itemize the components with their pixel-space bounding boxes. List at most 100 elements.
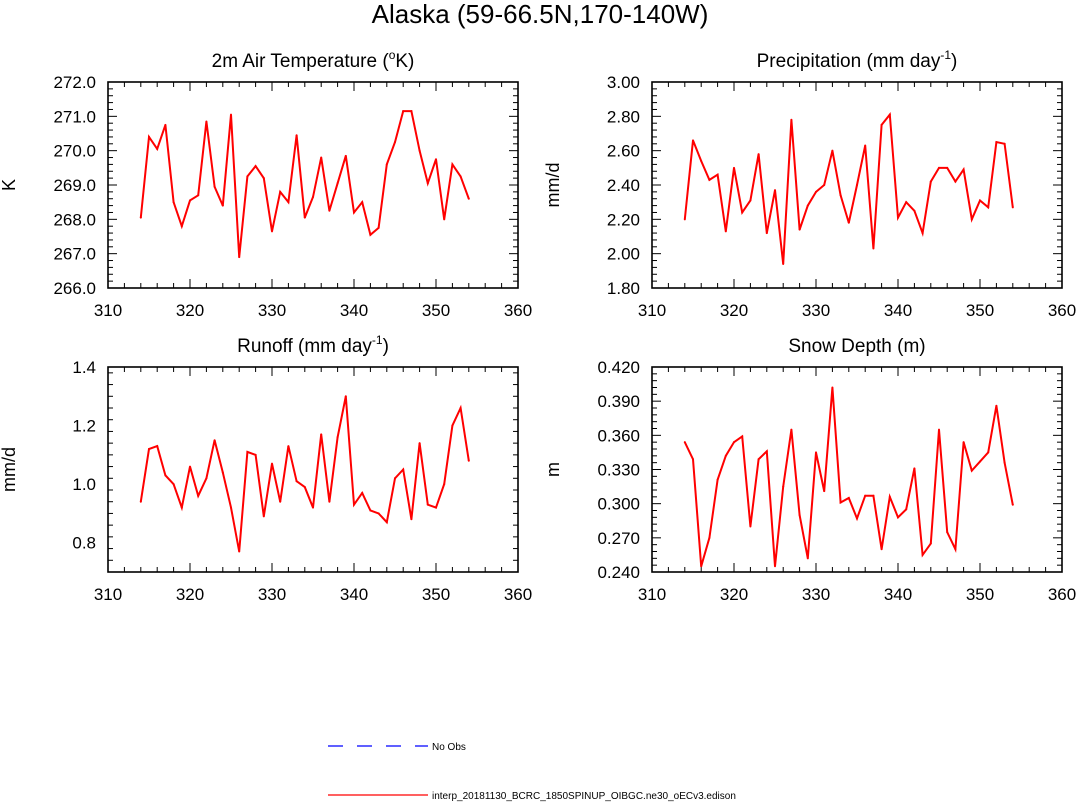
- snow-depth-ytick-label: 0.300: [597, 495, 640, 514]
- snow-depth-series-line: [683, 387, 1014, 567]
- precipitation-ytick-label: 2.20: [607, 210, 640, 229]
- runoff-data-point: [205, 477, 208, 480]
- precipitation-data-point: [897, 216, 899, 219]
- precipitation-data-point: [749, 199, 752, 202]
- temperature-data-point: [451, 163, 454, 166]
- snow-depth-data-point: [839, 501, 842, 504]
- snow-depth-data-point: [864, 494, 867, 497]
- snow-depth-data-point: [741, 435, 744, 438]
- temperature-data-point: [189, 199, 191, 202]
- temperature-ytick-label: 272.0: [53, 73, 96, 92]
- temperature-data-point: [402, 110, 405, 113]
- runoff-data-point: [172, 483, 175, 486]
- runoff-ylabel: mm/d: [0, 447, 19, 492]
- snow-depth-title-main: Snow Depth (m): [788, 336, 925, 357]
- snow-depth-ytick-label: 0.390: [597, 392, 640, 411]
- runoff-data-point: [246, 450, 249, 453]
- precipitation-data-point: [921, 232, 924, 235]
- snow-depth-panel: 310 320 330 340 350 360 0.240 0.270 0.300 0.330 0.…: [543, 336, 1076, 604]
- temperature-data-point: [369, 233, 372, 236]
- runoff-title-main: Runoff (mm day: [237, 336, 372, 357]
- snow-depth-data-point: [987, 451, 990, 454]
- runoff-xtick-label: 310: [94, 585, 122, 604]
- runoff-data-point: [426, 503, 429, 506]
- runoff-data-point: [287, 445, 290, 448]
- temperature-data-point: [271, 230, 273, 233]
- temperature-data-point: [148, 135, 150, 138]
- runoff-data-point: [197, 494, 200, 497]
- precipitation-title-main: Precipitation (mm day: [757, 51, 941, 72]
- temperature-data-point: [459, 175, 462, 178]
- precipitation-data-point: [700, 159, 703, 162]
- runoff-data-point: [328, 500, 331, 503]
- precipitation-data-point: [880, 123, 883, 126]
- runoff-ytick-label: 0.8: [72, 534, 96, 553]
- figure-title: Alaska (59-66.5N,170-140W): [372, 0, 709, 29]
- precipitation-panel: 310 320 330 340 350 360 1.80 2.00 2.20 2.40 2.60 2.…: [543, 48, 1076, 320]
- snow-depth-data-point: [872, 494, 875, 497]
- runoff-title-superscript: -1: [372, 333, 383, 347]
- legend-label: interp_20181130_BCRC_1850SPINUP_OIBGC.ne…: [432, 791, 736, 802]
- snow-depth-xtick-label: 350: [966, 585, 994, 604]
- temperature-data-point: [197, 194, 200, 197]
- snow-depth-data-point: [683, 441, 686, 444]
- precipitation-data-point: [692, 139, 694, 142]
- runoff-data-point: [189, 465, 191, 468]
- precipitation-data-point: [815, 190, 817, 193]
- snow-depth-data-point: [938, 428, 940, 431]
- snow-depth-data-point: [1011, 503, 1014, 506]
- runoff-ytick-label: 1.4: [72, 358, 96, 377]
- precipitation-data-point: [946, 166, 949, 169]
- precipitation-data-point: [774, 189, 776, 192]
- snow-depth-data-point: [880, 548, 883, 551]
- runoff-xtick-label: 330: [258, 585, 286, 604]
- runoff-data-point: [467, 459, 470, 462]
- snow-depth-xtick-label: 320: [720, 585, 748, 604]
- precipitation-data-point: [856, 184, 858, 186]
- temperature-data-point: [385, 163, 388, 166]
- snow-depth-data-point: [790, 428, 793, 431]
- snow-depth-data-point: [815, 451, 817, 454]
- snow-depth-data-point: [708, 536, 711, 539]
- precipitation-data-point: [708, 178, 711, 181]
- runoff-title-tail: ): [383, 336, 389, 357]
- temperature-data-point: [312, 196, 314, 199]
- runoff-data-point: [361, 491, 364, 494]
- runoff-data-point: [443, 483, 446, 486]
- precipitation-series-line: [683, 112, 1014, 265]
- precipitation-xtick-label: 340: [884, 301, 912, 320]
- snow-depth-ytick-label: 0.420: [597, 358, 640, 377]
- temperature-data-point: [361, 201, 364, 204]
- temperature-ytick-label: 268.0: [53, 210, 96, 229]
- runoff-data-point: [254, 453, 257, 456]
- snow-depth-xtick-label: 340: [884, 585, 912, 604]
- temperature-data-point: [172, 201, 175, 204]
- precipitation-title-superscript: -1: [940, 48, 951, 62]
- snow-depth-data-point: [929, 542, 932, 545]
- temperature-data-point: [180, 225, 183, 228]
- snow-depth-data-point: [831, 386, 834, 389]
- precipitation-panel-title: Precipitation (mm day-1): [757, 48, 958, 72]
- precipitation-ytick-label: 3.00: [607, 73, 640, 92]
- precipitation-data-point: [765, 232, 768, 235]
- runoff-data-point: [230, 506, 232, 509]
- snow-depth-data-point: [995, 404, 998, 407]
- runoff-xtick-label: 340: [340, 585, 368, 604]
- precipitation-data-point: [905, 201, 908, 204]
- precipitation-data-point: [970, 218, 973, 221]
- precipitation-data-point: [929, 180, 932, 183]
- temperature-data-point: [205, 120, 208, 123]
- runoff-data-point: [451, 424, 454, 427]
- runoff-data-point: [377, 512, 380, 515]
- temperature-data-point: [303, 216, 306, 219]
- precipitation-data-point: [872, 247, 875, 250]
- runoff-data-point: [344, 395, 347, 398]
- temperature-ytick-label: 266.0: [53, 279, 96, 298]
- snow-depth-panel-title: Snow Depth (m): [788, 336, 925, 357]
- runoff-data-point: [435, 506, 437, 509]
- runoff-panel: 310 320 330 340 350 360 0.8 1.0 1.2 1.4 Runoff (mm…: [0, 333, 532, 604]
- runoff-xtick-label: 360: [504, 585, 532, 604]
- temperature-title-superscript: o: [389, 48, 396, 62]
- snow-depth-data-point: [724, 454, 727, 457]
- precipitation-data-point: [790, 118, 793, 121]
